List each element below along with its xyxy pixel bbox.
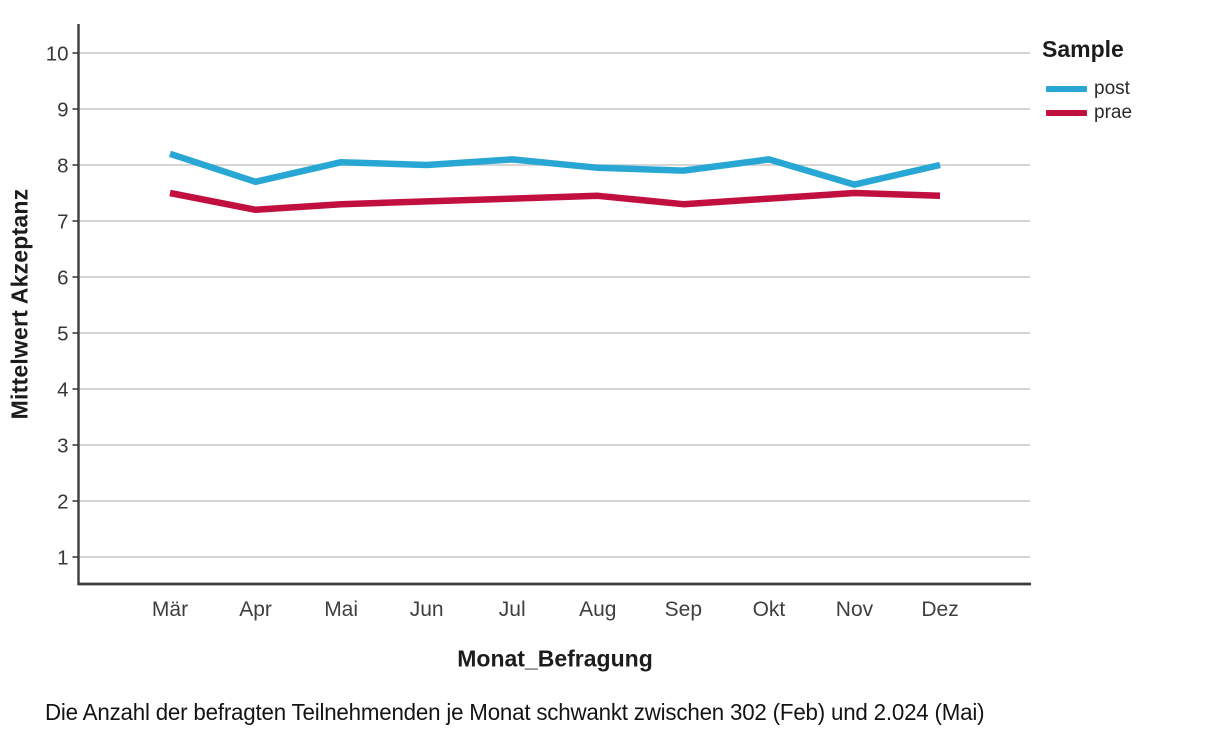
legend-label-prae: prae bbox=[1094, 102, 1133, 123]
legend-label-post: post bbox=[1094, 78, 1130, 99]
x-tick-label-Jul: Jul bbox=[499, 598, 526, 621]
y-tick-label-8: 8 bbox=[57, 155, 68, 178]
legend-swatch-post bbox=[1046, 86, 1087, 92]
y-tick-label-2: 2 bbox=[57, 491, 68, 514]
x-axis-title: Monat_Befragung bbox=[457, 645, 653, 672]
x-tick-label-Sep: Sep bbox=[665, 598, 702, 621]
y-tick-label-10: 10 bbox=[46, 43, 69, 66]
y-tick-label-3: 3 bbox=[57, 435, 68, 458]
legend-title: Sample bbox=[1042, 36, 1124, 62]
y-tick-label-5: 5 bbox=[57, 323, 68, 346]
x-tick-label-Dez: Dez bbox=[921, 598, 958, 621]
legend-item-prae: prae bbox=[1046, 101, 1132, 125]
x-tick-label-Aug: Aug bbox=[579, 598, 616, 621]
y-tick-label-9: 9 bbox=[57, 99, 68, 122]
x-tick-label-Mär: Mär bbox=[152, 598, 188, 621]
x-tick-label-Okt: Okt bbox=[753, 598, 786, 621]
y-tick-label-1: 1 bbox=[57, 547, 68, 570]
legend-items: post prae bbox=[1042, 77, 1132, 125]
y-tick-label-7: 7 bbox=[57, 211, 68, 234]
series-line-post bbox=[168, 150, 941, 188]
legend-swatch-prae bbox=[1046, 110, 1087, 116]
y-tick-label-6: 6 bbox=[57, 267, 68, 290]
y-tick-label-4: 4 bbox=[57, 379, 68, 402]
figure-caption: Die Anzahl der befragten Teilnehmenden j… bbox=[45, 699, 985, 725]
legend: Sample post prae bbox=[1042, 36, 1132, 125]
y-axis-title: Mittelwert Akzeptanz bbox=[6, 188, 33, 420]
x-tick-label-Nov: Nov bbox=[836, 598, 874, 621]
series-line-prae bbox=[169, 189, 941, 214]
x-tick-label-Apr: Apr bbox=[239, 598, 272, 621]
x-tick-label-Mai: Mai bbox=[324, 598, 358, 621]
legend-item-post: post bbox=[1046, 77, 1132, 101]
x-tick-label-Jun: Jun bbox=[410, 598, 444, 621]
